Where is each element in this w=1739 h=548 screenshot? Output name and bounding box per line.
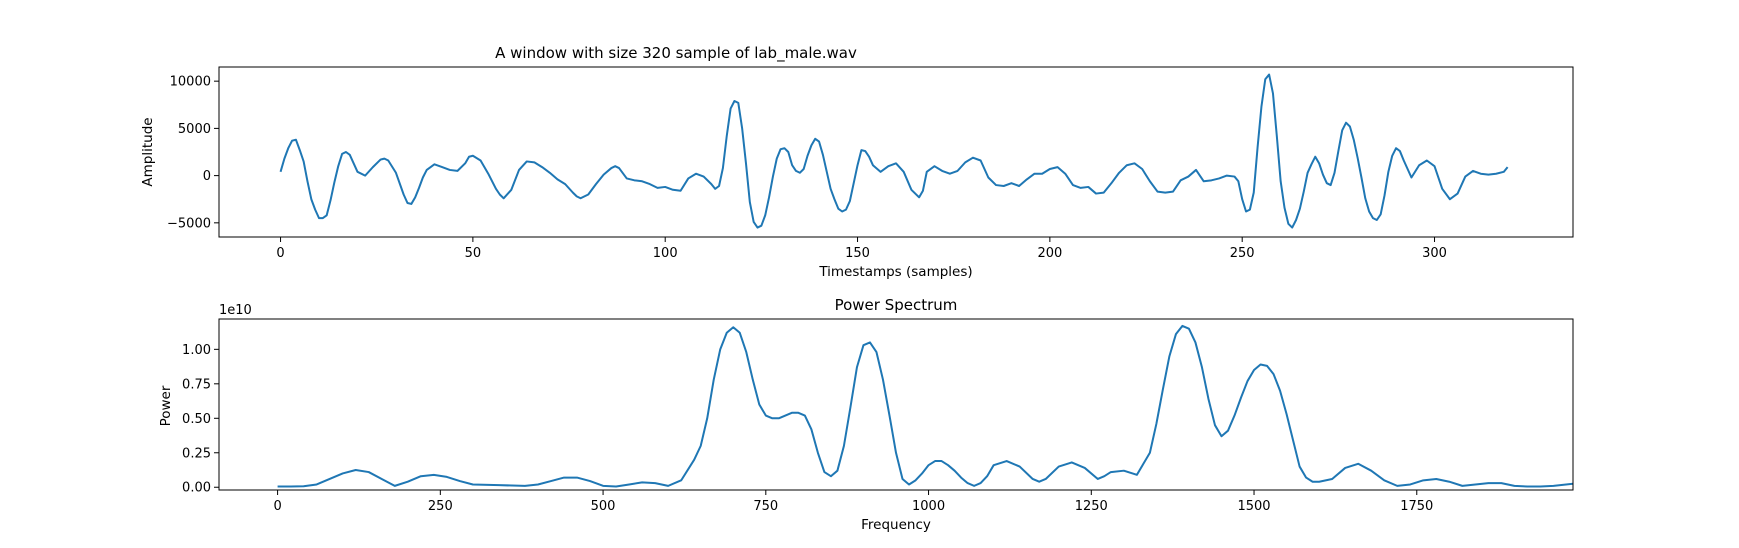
spectrum-x-tick-label: 1250: [1075, 499, 1108, 514]
spectrum-x-tick-label: 1000: [912, 499, 945, 514]
spectrum-y-axis-label: Power: [158, 385, 174, 426]
waveform-y-tick-label: 10000: [170, 75, 211, 90]
spectrum-y-tick-label: 0.50: [182, 412, 211, 427]
spectrum-x-tick-label: 750: [753, 499, 778, 514]
waveform-y-tick-label: 5000: [178, 122, 211, 137]
spectrum-x-tick-label: 0: [273, 499, 281, 514]
spectrum-y-tick-label: 0.75: [182, 377, 211, 392]
waveform-series-line: [279, 73, 1509, 229]
spectrum-y-ticks: 0.00 0.25 0.50 0.75 1.00: [182, 343, 219, 496]
waveform-axes-frame: [218, 66, 1574, 238]
spectrum-x-tick-label: 1500: [1237, 499, 1270, 514]
spectrum-title: Power Spectrum: [835, 296, 958, 314]
waveform-title: A window with size 320 sample of lab_mal…: [495, 44, 857, 63]
waveform-x-tick-label: 100: [653, 246, 678, 261]
waveform-x-tick-label: 0: [276, 246, 284, 261]
spectrum-y-tick-label: 0.00: [182, 481, 211, 496]
waveform-x-axis-label: Timestamps (samples): [818, 264, 972, 280]
spectrum-x-ticks: 0 250 500 750 1000 1250 1500 1750: [273, 490, 1433, 514]
spectrum-y-tick-label: 1.00: [182, 343, 211, 358]
spectrum-x-tick-label: 500: [591, 499, 616, 514]
spectrum-y-tick-label: 0.25: [182, 446, 211, 461]
waveform-x-tick-label: 250: [1230, 246, 1255, 261]
waveform-y-ticks: −5000 0 5000 10000: [167, 75, 219, 231]
waveform-x-tick-label: 200: [1037, 246, 1062, 261]
spectrum-series-line: [277, 324, 1573, 488]
waveform-y-axis-label: Amplitude: [140, 117, 156, 186]
waveform-plot-area: [279, 73, 1509, 229]
waveform-x-tick-label: 150: [845, 246, 870, 261]
waveform-y-tick-label: 0: [203, 169, 211, 184]
spectrum-plot-area: [277, 324, 1573, 488]
waveform-y-tick-label: −5000: [167, 216, 211, 231]
spectrum-x-axis-label: Frequency: [861, 517, 931, 533]
waveform-x-tick-label: 50: [465, 246, 482, 261]
waveform-x-ticks: 0 50 100 150 200 250 300: [276, 237, 1447, 261]
spectrum-y-offset-label: 1e10: [219, 303, 252, 318]
waveform-x-tick-label: 300: [1422, 246, 1447, 261]
spectrum-axes-frame: [218, 318, 1574, 491]
waveform-axes: A window with size 320 sample of lab_mal…: [140, 44, 1574, 280]
spectrum-axes: Power Spectrum 1e10 0 250 500 750 1000 1250 15…: [158, 296, 1574, 533]
spectrum-x-tick-label: 1750: [1400, 499, 1433, 514]
spectrum-x-tick-label: 250: [428, 499, 453, 514]
